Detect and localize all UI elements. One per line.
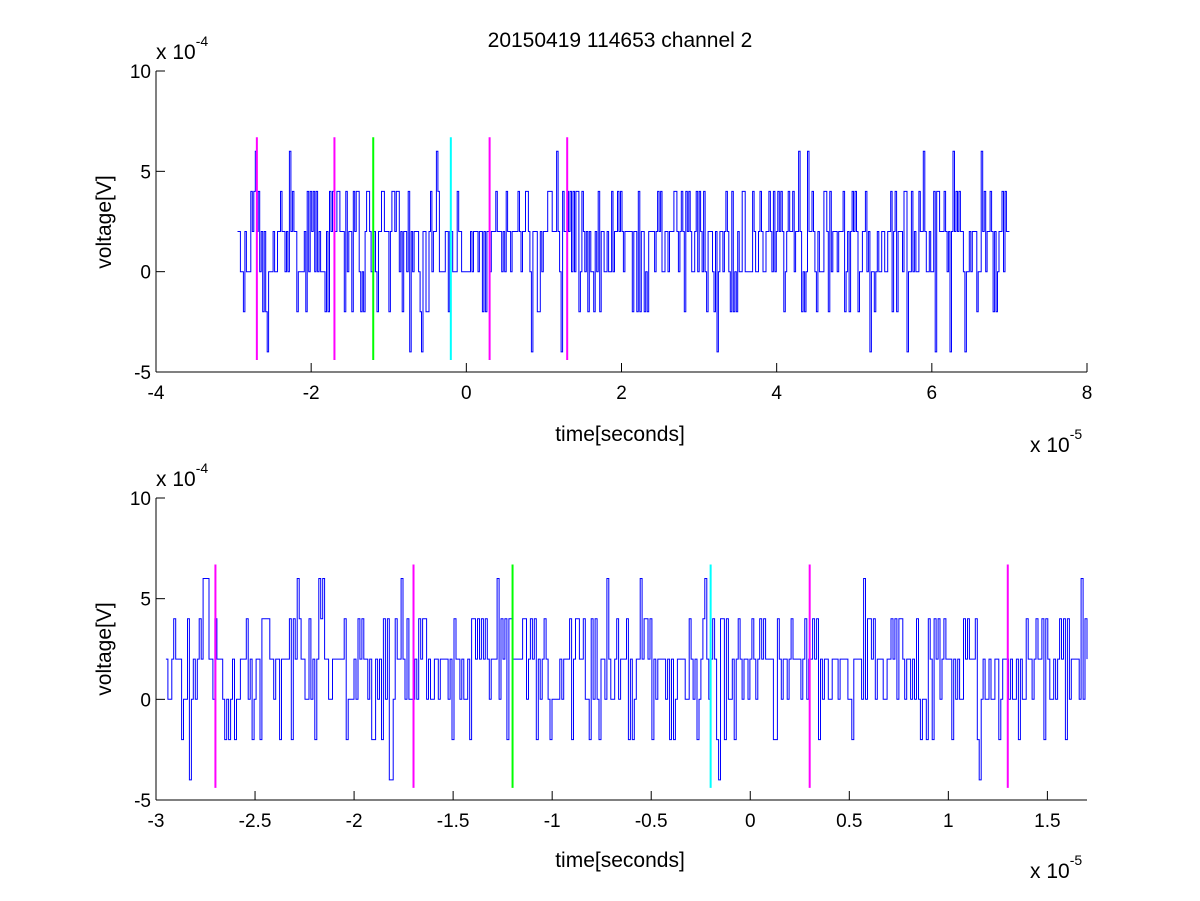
top-plot-x-tick-label: 0 (461, 383, 472, 404)
top-plot-x-label: time[seconds] (555, 423, 685, 446)
top-plot-x-tick-label: -4 (148, 383, 165, 404)
top-plot-y-label: voltage[V] (93, 175, 116, 268)
figure-title: 20150419 114653 channel 2 (488, 29, 753, 52)
bottom-plot-y-label: voltage[V] (93, 602, 116, 695)
bottom-plot-x-tick-label: 1 (943, 811, 954, 832)
top-plot-x-tick-label: 6 (927, 383, 938, 404)
bottom-plot-y-tick-label: 5 (140, 590, 151, 611)
bottom-plot-x-tick-label: -1.5 (437, 811, 470, 832)
bottom-plot-x-tick-label: -2.5 (239, 811, 272, 832)
bottom-plot-x-multiplier: x 10-5 (1030, 852, 1082, 883)
top-plot-signal-line (237, 150, 1010, 353)
bottom-plot-signal-line (165, 578, 1088, 781)
top-plot-y-multiplier: x 10-4 (156, 33, 208, 64)
top-plot-x-tick-label: 4 (771, 383, 782, 404)
bottom-plot-y-tick-label: 10 (130, 489, 151, 510)
bottom-plot-x-tick-label: -2 (346, 811, 363, 832)
bottom-plot-y-multiplier: x 10-4 (156, 460, 208, 491)
top-plot-y-tick-label: 0 (140, 263, 151, 284)
top-plot-x-tick-label: 8 (1082, 383, 1093, 404)
top-plot-x-tick-label: 2 (616, 383, 627, 404)
bottom-plot: voltage[V] time[seconds] x 10-4 x 10-5 -… (93, 460, 1088, 883)
bottom-plot-x-tick-label: -1 (544, 811, 561, 832)
bottom-plot-x-tick-label: 1.5 (1034, 811, 1060, 832)
top-plot-y-tick-label: -5 (134, 363, 151, 384)
top-plot-x-multiplier: x 10-5 (1030, 426, 1082, 457)
bottom-plot-x-tick-label: -0.5 (635, 811, 668, 832)
top-plot-y-tick-label: 5 (140, 162, 151, 183)
top-plot-y-tick-label: 10 (130, 62, 151, 83)
bottom-plot-x-tick-label: -3 (148, 811, 165, 832)
bottom-plot-x-tick-label: 0.5 (836, 811, 862, 832)
bottom-plot-y-tick-label: -5 (134, 791, 151, 812)
top-plot: voltage[V] time[seconds] x 10-4 x 10-5 -… (93, 33, 1092, 457)
bottom-plot-y-tick-label: 0 (140, 690, 151, 711)
top-plot-x-tick-label: -2 (303, 383, 320, 404)
bottom-plot-x-label: time[seconds] (555, 849, 685, 872)
bottom-plot-x-tick-label: 0 (745, 811, 756, 832)
